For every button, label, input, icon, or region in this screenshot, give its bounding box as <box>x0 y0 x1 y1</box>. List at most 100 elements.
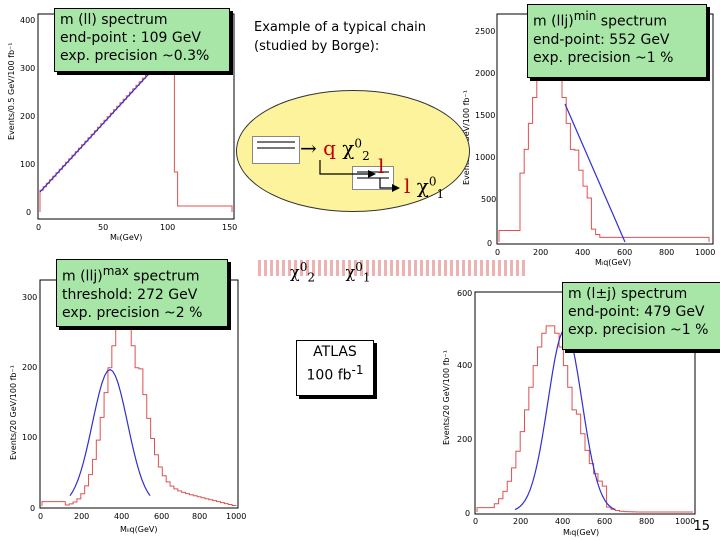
mll-xtick-100: 100 <box>160 223 175 232</box>
mll-ytick-300: 300 <box>20 64 35 73</box>
slepton-label-line <box>357 177 389 179</box>
mllj-min-xtick-400: 400 <box>575 248 590 257</box>
mllj-max-xtick-200: 200 <box>74 512 89 521</box>
row-chi2-sub: 2 <box>307 270 315 285</box>
mll-box-line3: exp. precision ~0.3% <box>60 48 210 64</box>
mllj-max-xtick-0: 0 <box>38 512 43 521</box>
mlj-xlabel: Mₗq(GeV) <box>563 528 599 537</box>
mll-xlabel: Mₗₗ(GeV) <box>110 233 142 242</box>
mllj-max-xtick-1000: 1000 <box>226 512 246 521</box>
decay-arrow-3 <box>379 178 400 192</box>
mlj-histogram <box>476 325 693 513</box>
mllj-max-ytick-300: 300 <box>22 293 37 302</box>
mllj-min-rest: spectrum <box>596 13 668 30</box>
mllj-min-sup: min <box>573 9 597 23</box>
mllj-max-plot-svg: Events/20 GeV/100 fb⁻¹ Mₗₗq(GeV) 0 100 2… <box>9 279 246 534</box>
mll-xtick-150: 150 <box>222 223 237 232</box>
atlas-luminosity-box: ATLAS 100 fb-1 <box>296 340 374 396</box>
mll-box-line2: end-point : 109 GeV <box>60 30 201 46</box>
row-chi1-sub: 1 <box>362 270 371 285</box>
mll-ytick-0: 0 <box>26 208 31 217</box>
lepton-2-label: l <box>404 174 411 198</box>
mll-ytick-400: 400 <box>20 16 35 25</box>
mllj-min-xtick-1000: 1000 <box>695 248 715 257</box>
particle-row: χ02 χ01 <box>290 260 370 285</box>
mlj-xtick-0: 0 <box>473 517 478 526</box>
squark-label-line <box>257 141 295 143</box>
mll-ytick-100: 100 <box>20 160 35 169</box>
decay-step-1: → q χ02 <box>300 136 370 163</box>
mllj-max-ytick-0: 0 <box>30 504 35 513</box>
decay-arrow-2 <box>319 160 376 178</box>
mllj-min-ytick-1000: 1000 <box>475 153 495 162</box>
mllj-max-info-box: m (llj)max spectrum threshold: 272 GeV e… <box>56 259 228 327</box>
mlj-box-line1: m (l±j) spectrum <box>568 286 688 302</box>
page-number: 15 <box>693 519 710 534</box>
lepton-1-label: l <box>378 154 385 178</box>
mlj-ytick-200: 200 <box>457 435 472 444</box>
atlas-label: ATLAS <box>313 344 357 360</box>
luminosity-sup: -1 <box>351 363 364 377</box>
mlj-ytick-400: 400 <box>457 361 472 370</box>
slepton-label-line <box>357 171 389 173</box>
chain-title-line2: (studied by Borge): <box>254 39 380 54</box>
mllj-min-box-line2: end-point: 552 GeV <box>533 31 670 48</box>
mllj-max-ytick-100: 100 <box>22 433 37 442</box>
faded-strip <box>258 260 528 276</box>
chi2-sup: 0 <box>354 136 363 151</box>
mlj-xtick-600: 600 <box>597 517 612 526</box>
chi1-sub: 1 <box>436 187 445 201</box>
chi2-sub: 2 <box>362 149 370 163</box>
row-chi1-sup: 0 <box>355 260 363 274</box>
mlj-xtick-1000: 1000 <box>675 517 695 526</box>
mlj-xtick-200: 200 <box>513 517 528 526</box>
mllj-max-xtick-400: 400 <box>114 512 129 521</box>
mllj-min-box-line1: m (llj)min spectrum <box>533 7 701 31</box>
mllj-min-title: m (llj) <box>533 13 574 30</box>
mlj-xtick-800: 800 <box>639 517 654 526</box>
mllj-min-xtick-600: 600 <box>617 248 632 257</box>
mlj-ylabel: Events/20 GeV/100 fb⁻¹ <box>442 350 451 445</box>
mllj-max-ytick-200: 200 <box>22 363 37 372</box>
row-chi1-label: χ <box>345 262 356 282</box>
mll-xtick-0: 0 <box>36 223 41 232</box>
row-chi2-sup: 0 <box>299 260 308 274</box>
chi1-label: χ <box>416 174 429 198</box>
chi1-sup: 0 <box>428 174 437 189</box>
mlj-fit-line <box>514 328 616 511</box>
decay-step-3: l χ01 <box>404 174 444 201</box>
arrow-icon: → <box>300 136 317 160</box>
mllj-min-fit-line <box>564 103 626 243</box>
mllj-min-box-line3: exp. precision ~1 % <box>533 49 674 66</box>
slepton-label-box <box>352 166 394 190</box>
row-chi2-label: χ <box>290 262 300 282</box>
mllj-min-xlabel: Mₗq(GeV) <box>595 258 631 267</box>
mll-xtick-50: 50 <box>98 223 108 232</box>
mllj-min-histogram <box>498 47 710 242</box>
mllj-max-box-line1: m (llj)max spectrum <box>62 262 222 286</box>
mllj-min-xtick-200: 200 <box>533 248 548 257</box>
squark-label-box <box>252 136 300 164</box>
chain-title: Example of a typical chain (studied by B… <box>254 18 469 56</box>
mllj-max-plot: Events/20 GeV/100 fb⁻¹ Mₗₗq(GeV) 0 100 2… <box>0 260 250 540</box>
quark-label: q <box>323 136 336 160</box>
mlj-xtick-400: 400 <box>555 517 570 526</box>
mll-ylabel: Events/0.5 GeV/100 fb⁻¹ <box>7 43 16 140</box>
luminosity-value: 100 fb <box>306 367 352 384</box>
mllj-min-ytick-500: 500 <box>481 195 496 204</box>
mlj-info-box: m (l±j) spectrum end-point: 479 GeV exp.… <box>562 282 720 350</box>
mllj-max-box-line3: exp. precision ~2 % <box>62 304 203 321</box>
mllj-max-sup: max <box>102 264 129 278</box>
mll-box-line1: m (ll) spectrum <box>60 12 168 28</box>
mlj-box-line2: end-point: 479 GeV <box>568 304 705 320</box>
mllj-min-ytick-2000: 2000 <box>475 69 495 78</box>
mllj-max-fit-line <box>69 368 151 497</box>
mllj-max-xtick-600: 600 <box>154 512 169 521</box>
mllj-min-ytick-1500: 1500 <box>475 111 495 120</box>
mllj-max-ylabel: Events/20 GeV/100 fb⁻¹ <box>9 365 18 460</box>
mllj-min-info-box: m (llj)min spectrum end-point: 552 GeV e… <box>527 4 707 78</box>
mllj-max-xtick-800: 800 <box>192 512 207 521</box>
mll-ytick-200: 200 <box>20 112 35 121</box>
mllj-min-ytick-2500: 2500 <box>475 27 495 36</box>
luminosity-label: 100 fb-1 <box>297 361 373 385</box>
